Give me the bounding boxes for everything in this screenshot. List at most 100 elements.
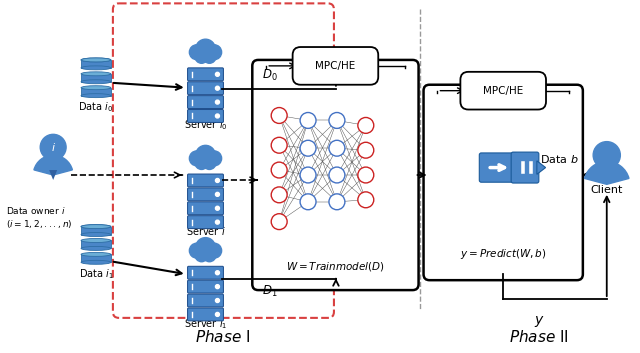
Ellipse shape (81, 225, 111, 229)
Bar (81, 240, 111, 249)
Text: Server $i$: Server $i$ (186, 225, 225, 237)
Text: Server $i_1$: Server $i_1$ (184, 317, 227, 331)
Wedge shape (34, 155, 72, 175)
Bar (81, 74, 111, 82)
Text: $W = \mathit{Trainmodel}(D)$: $W = \mathit{Trainmodel}(D)$ (286, 260, 385, 273)
Ellipse shape (81, 252, 111, 256)
FancyBboxPatch shape (479, 153, 517, 182)
Text: MPC/HE: MPC/HE (316, 61, 356, 71)
Text: $y = \mathit{Predict}(W,b)$: $y = \mathit{Predict}(W,b)$ (460, 247, 547, 261)
Polygon shape (537, 161, 546, 174)
Bar (81, 60, 111, 68)
Circle shape (358, 167, 374, 183)
Circle shape (329, 194, 345, 210)
FancyBboxPatch shape (188, 82, 223, 95)
Circle shape (203, 249, 216, 262)
FancyBboxPatch shape (188, 266, 223, 279)
Circle shape (271, 162, 287, 178)
Circle shape (196, 39, 215, 59)
Bar (529, 161, 533, 174)
FancyBboxPatch shape (424, 85, 583, 280)
Circle shape (195, 157, 208, 169)
Circle shape (300, 140, 316, 156)
Bar (81, 88, 111, 96)
Circle shape (216, 271, 220, 275)
FancyBboxPatch shape (188, 202, 223, 215)
Ellipse shape (81, 80, 111, 84)
Bar (81, 227, 111, 234)
Circle shape (216, 285, 220, 289)
Ellipse shape (81, 58, 111, 62)
Bar (193, 52, 218, 58)
FancyBboxPatch shape (188, 109, 223, 122)
Circle shape (189, 151, 204, 166)
Circle shape (216, 179, 220, 183)
FancyBboxPatch shape (188, 308, 223, 321)
FancyBboxPatch shape (252, 60, 419, 290)
Text: $\mathit{Phase}\ \mathrm{II}$: $\mathit{Phase}\ \mathrm{II}$ (509, 329, 569, 345)
Ellipse shape (81, 58, 111, 62)
Circle shape (271, 108, 287, 124)
Text: Data $i_0$: Data $i_0$ (79, 101, 113, 114)
Ellipse shape (81, 86, 111, 90)
Circle shape (329, 113, 345, 128)
Circle shape (300, 194, 316, 210)
Text: $D_0$: $D_0$ (262, 68, 278, 83)
FancyBboxPatch shape (188, 174, 223, 187)
Ellipse shape (81, 246, 111, 250)
FancyBboxPatch shape (188, 216, 223, 229)
Circle shape (216, 220, 220, 224)
Bar (81, 255, 111, 262)
Circle shape (593, 142, 620, 169)
Circle shape (216, 192, 220, 196)
Circle shape (196, 145, 215, 165)
Text: Server $i_0$: Server $i_0$ (184, 119, 227, 132)
Circle shape (358, 192, 374, 208)
Ellipse shape (81, 233, 111, 237)
Circle shape (216, 206, 220, 210)
FancyBboxPatch shape (460, 72, 546, 109)
Text: Data $b$: Data $b$ (540, 153, 579, 165)
FancyBboxPatch shape (511, 152, 539, 183)
Circle shape (216, 72, 220, 76)
Circle shape (189, 45, 204, 60)
Circle shape (329, 167, 345, 183)
Circle shape (300, 113, 316, 128)
Text: Client: Client (591, 185, 623, 195)
Circle shape (40, 134, 66, 160)
Circle shape (207, 45, 221, 60)
Text: Data owner $i$: Data owner $i$ (6, 205, 66, 216)
FancyBboxPatch shape (188, 294, 223, 307)
Ellipse shape (81, 225, 111, 229)
Ellipse shape (81, 239, 111, 243)
Ellipse shape (81, 260, 111, 264)
Text: $(i=1,2,...,n)$: $(i=1,2,...,n)$ (6, 218, 73, 230)
Circle shape (196, 238, 215, 257)
Bar (193, 158, 218, 164)
Wedge shape (584, 161, 629, 184)
FancyBboxPatch shape (188, 280, 223, 293)
Text: $\mathit{Phase}\ \mathrm{I}$: $\mathit{Phase}\ \mathrm{I}$ (195, 329, 250, 345)
Text: MPC/HE: MPC/HE (483, 86, 524, 96)
Circle shape (271, 137, 287, 153)
Ellipse shape (81, 66, 111, 70)
Bar (521, 161, 525, 174)
Circle shape (195, 249, 208, 262)
Circle shape (358, 118, 374, 133)
Circle shape (203, 157, 216, 169)
Text: Data $i_1$: Data $i_1$ (79, 267, 113, 281)
FancyBboxPatch shape (188, 68, 223, 81)
Circle shape (189, 243, 204, 258)
Circle shape (203, 50, 216, 63)
Text: $i$: $i$ (51, 141, 56, 153)
Ellipse shape (81, 94, 111, 98)
Circle shape (329, 140, 345, 156)
Circle shape (195, 50, 208, 63)
Circle shape (216, 312, 220, 316)
Circle shape (216, 100, 220, 104)
Ellipse shape (81, 72, 111, 76)
FancyBboxPatch shape (188, 96, 223, 108)
Text: $D_1$: $D_1$ (262, 284, 278, 299)
Circle shape (216, 114, 220, 118)
Circle shape (216, 86, 220, 90)
